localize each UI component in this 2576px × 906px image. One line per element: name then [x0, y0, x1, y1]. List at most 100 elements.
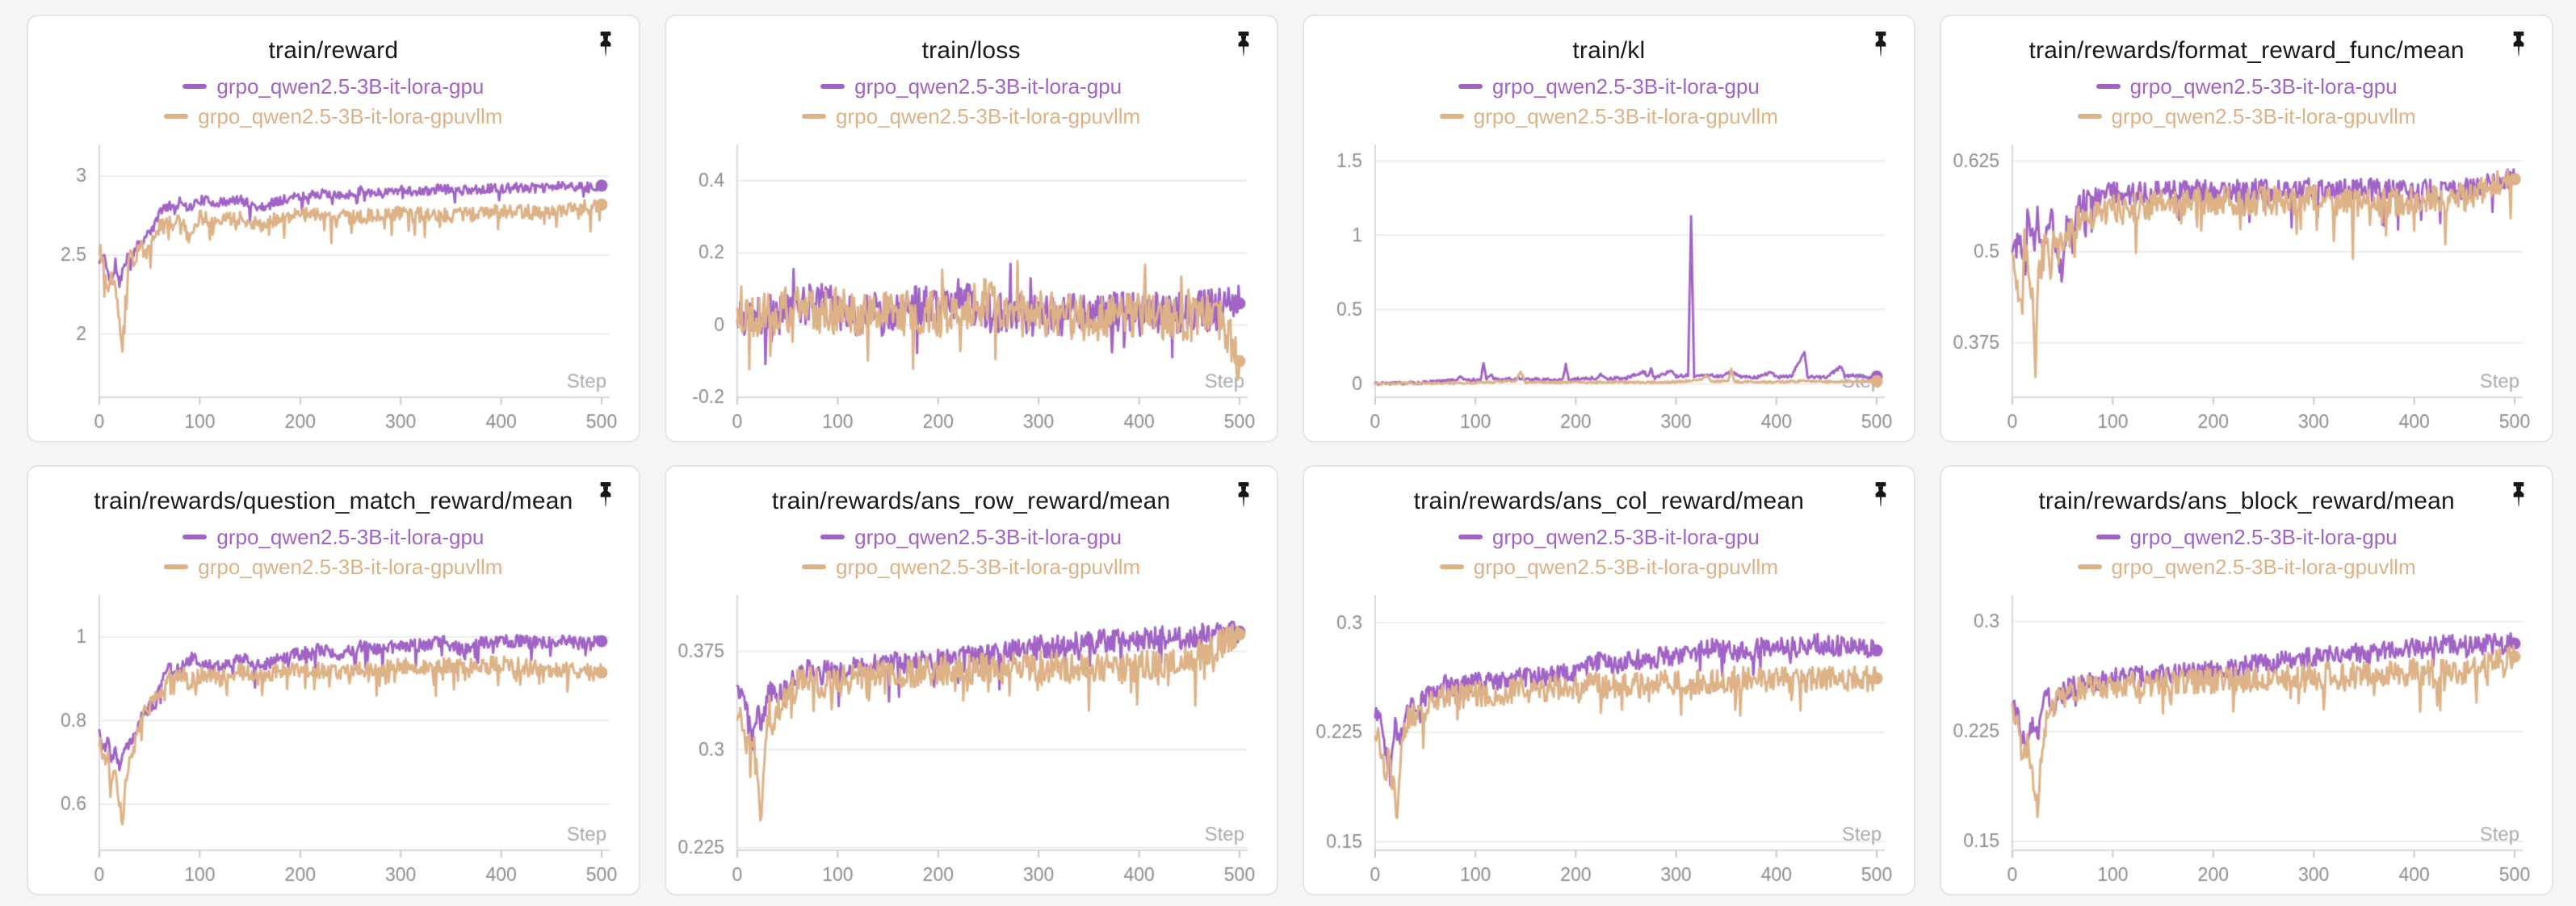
legend-line-swatch — [164, 114, 189, 119]
legend-run-name: grpo_qwen2.5-3B-it-lora-gpuvllm — [836, 555, 1141, 579]
legend-item: grpo_qwen2.5-3B-it-lora-gpuvllm — [164, 104, 502, 128]
legend-line-swatch — [1439, 564, 1464, 569]
pushpin-icon-glyph — [1238, 482, 1248, 508]
pin-icon[interactable] — [597, 481, 615, 509]
chart-title: train/rewards/ans_row_reward/mean — [771, 488, 1171, 514]
legend-run-name: grpo_qwen2.5-3B-it-lora-gpuvllm — [198, 555, 503, 579]
pin-icon[interactable] — [1235, 481, 1252, 509]
legend-line-swatch — [2077, 564, 2102, 569]
legend-line-swatch — [183, 84, 208, 89]
pushpin-icon-glyph — [600, 31, 611, 57]
chart-panel[interactable]: train/loss grpo_qwen2.5-3B-it-lora-gpu g… — [664, 15, 1278, 443]
pin-icon[interactable] — [1235, 31, 1252, 58]
legend-line-swatch — [820, 535, 845, 539]
legend-run-name: grpo_qwen2.5-3B-it-lora-gpuvllm — [198, 104, 503, 128]
line-chart-canvas[interactable] — [28, 132, 639, 441]
legend-line-swatch — [802, 564, 827, 569]
pushpin-icon-glyph — [1875, 482, 1886, 508]
chart-panel[interactable]: train/kl grpo_qwen2.5-3B-it-lora-gpu grp… — [1302, 15, 1916, 443]
plot-area[interactable] — [28, 582, 639, 894]
line-chart-canvas[interactable] — [28, 582, 639, 894]
legend-line-swatch — [1439, 114, 1464, 119]
legend-run-name: grpo_qwen2.5-3B-it-lora-gpuvllm — [836, 104, 1141, 128]
legend-item: grpo_qwen2.5-3B-it-lora-gpu — [2096, 525, 2398, 549]
legend-run-name: grpo_qwen2.5-3B-it-lora-gpuvllm — [1473, 104, 1778, 128]
chart-legend: grpo_qwen2.5-3B-it-lora-gpu grpo_qwen2.5… — [1304, 525, 1915, 579]
legend-run-name: grpo_qwen2.5-3B-it-lora-gpu — [216, 525, 485, 549]
chart-title: train/kl — [1572, 37, 1646, 64]
legend-run-name: grpo_qwen2.5-3B-it-lora-gpuvllm — [2111, 555, 2416, 579]
legend-run-name: grpo_qwen2.5-3B-it-lora-gpu — [2129, 74, 2398, 99]
pushpin-icon-glyph — [2513, 31, 2524, 57]
pushpin-icon-glyph — [1238, 31, 1248, 57]
chart-panel[interactable]: train/rewards/ans_col_reward/mean grpo_q… — [1302, 465, 1916, 896]
chart-title: train/loss — [921, 37, 1021, 64]
chart-panel[interactable]: train/rewards/ans_row_reward/mean grpo_q… — [664, 465, 1278, 896]
legend-run-name: grpo_qwen2.5-3B-it-lora-gpu — [1491, 74, 1760, 99]
plot-area[interactable] — [28, 132, 639, 441]
chart-legend: grpo_qwen2.5-3B-it-lora-gpu grpo_qwen2.5… — [28, 74, 639, 128]
line-chart-canvas[interactable] — [1303, 582, 1915, 894]
legend-item: grpo_qwen2.5-3B-it-lora-gpu — [183, 74, 484, 99]
chart-legend: grpo_qwen2.5-3B-it-lora-gpu grpo_qwen2.5… — [1941, 74, 2552, 128]
pushpin-icon-glyph — [2513, 482, 2524, 508]
legend-run-name: grpo_qwen2.5-3B-it-lora-gpuvllm — [1473, 555, 1778, 579]
legend-line-swatch — [2096, 84, 2121, 89]
pin-icon[interactable] — [2510, 31, 2528, 58]
legend-run-name: grpo_qwen2.5-3B-it-lora-gpu — [1491, 525, 1760, 549]
chart-panel[interactable]: train/rewards/format_reward_func/mean gr… — [1940, 15, 2553, 443]
chart-panel[interactable]: train/reward grpo_qwen2.5-3B-it-lora-gpu… — [27, 15, 640, 443]
chart-title: train/rewards/format_reward_func/mean — [2028, 37, 2465, 64]
plot-area[interactable] — [1303, 582, 1915, 894]
legend-run-name: grpo_qwen2.5-3B-it-lora-gpu — [854, 525, 1122, 549]
legend-run-name: grpo_qwen2.5-3B-it-lora-gpu — [854, 74, 1122, 99]
chart-legend: grpo_qwen2.5-3B-it-lora-gpu grpo_qwen2.5… — [28, 525, 639, 579]
legend-item: grpo_qwen2.5-3B-it-lora-gpu — [820, 74, 1122, 99]
legend-item: grpo_qwen2.5-3B-it-lora-gpuvllm — [164, 555, 502, 579]
pin-icon[interactable] — [1872, 481, 1890, 509]
legend-line-swatch — [2096, 535, 2121, 539]
chart-title: train/reward — [268, 37, 399, 64]
pin-icon[interactable] — [1872, 31, 1890, 58]
plot-area[interactable] — [1303, 132, 1915, 441]
line-chart-canvas[interactable] — [665, 582, 1277, 894]
line-chart-canvas[interactable] — [1941, 132, 2552, 441]
pushpin-icon-glyph — [1875, 31, 1886, 57]
legend-line-swatch — [1458, 84, 1483, 89]
legend-run-name: grpo_qwen2.5-3B-it-lora-gpu — [2129, 525, 2398, 549]
legend-line-swatch — [183, 535, 208, 539]
line-chart-canvas[interactable] — [665, 132, 1277, 441]
plot-area[interactable] — [665, 132, 1277, 441]
legend-item: grpo_qwen2.5-3B-it-lora-gpu — [1458, 74, 1760, 99]
legend-item: grpo_qwen2.5-3B-it-lora-gpu — [2096, 74, 2398, 99]
chart-title: train/rewards/ans_block_reward/mean — [2038, 488, 2455, 514]
chart-panel[interactable]: train/rewards/ans_block_reward/mean grpo… — [1940, 465, 2553, 896]
legend-run-name: grpo_qwen2.5-3B-it-lora-gpu — [216, 74, 485, 99]
legend-item: grpo_qwen2.5-3B-it-lora-gpu — [183, 525, 484, 549]
legend-item: grpo_qwen2.5-3B-it-lora-gpuvllm — [1439, 555, 1778, 579]
legend-item: grpo_qwen2.5-3B-it-lora-gpuvllm — [802, 104, 1140, 128]
line-chart-canvas[interactable] — [1303, 132, 1915, 441]
legend-item: grpo_qwen2.5-3B-it-lora-gpuvllm — [2077, 104, 2416, 128]
legend-line-swatch — [1458, 535, 1483, 539]
pushpin-icon-glyph — [600, 482, 611, 508]
plot-area[interactable] — [1941, 582, 2552, 894]
chart-legend: grpo_qwen2.5-3B-it-lora-gpu grpo_qwen2.5… — [1304, 74, 1915, 128]
chart-panel[interactable]: train/rewards/question_match_reward/mean… — [27, 465, 640, 896]
legend-line-swatch — [802, 114, 827, 119]
legend-item: grpo_qwen2.5-3B-it-lora-gpu — [1458, 525, 1760, 549]
chart-legend: grpo_qwen2.5-3B-it-lora-gpu grpo_qwen2.5… — [666, 525, 1277, 579]
legend-item: grpo_qwen2.5-3B-it-lora-gpuvllm — [802, 555, 1140, 579]
legend-item: grpo_qwen2.5-3B-it-lora-gpuvllm — [1439, 104, 1778, 128]
chart-title: train/rewards/question_match_reward/mean — [94, 488, 573, 514]
plot-area[interactable] — [1941, 132, 2552, 441]
pin-icon[interactable] — [2510, 481, 2528, 509]
pin-icon[interactable] — [597, 31, 615, 58]
legend-item: grpo_qwen2.5-3B-it-lora-gpuvllm — [2077, 555, 2416, 579]
plot-area[interactable] — [665, 582, 1277, 894]
legend-run-name: grpo_qwen2.5-3B-it-lora-gpuvllm — [2111, 104, 2416, 128]
line-chart-canvas[interactable] — [1941, 582, 2552, 894]
legend-line-swatch — [164, 564, 189, 569]
legend-item: grpo_qwen2.5-3B-it-lora-gpu — [820, 525, 1122, 549]
